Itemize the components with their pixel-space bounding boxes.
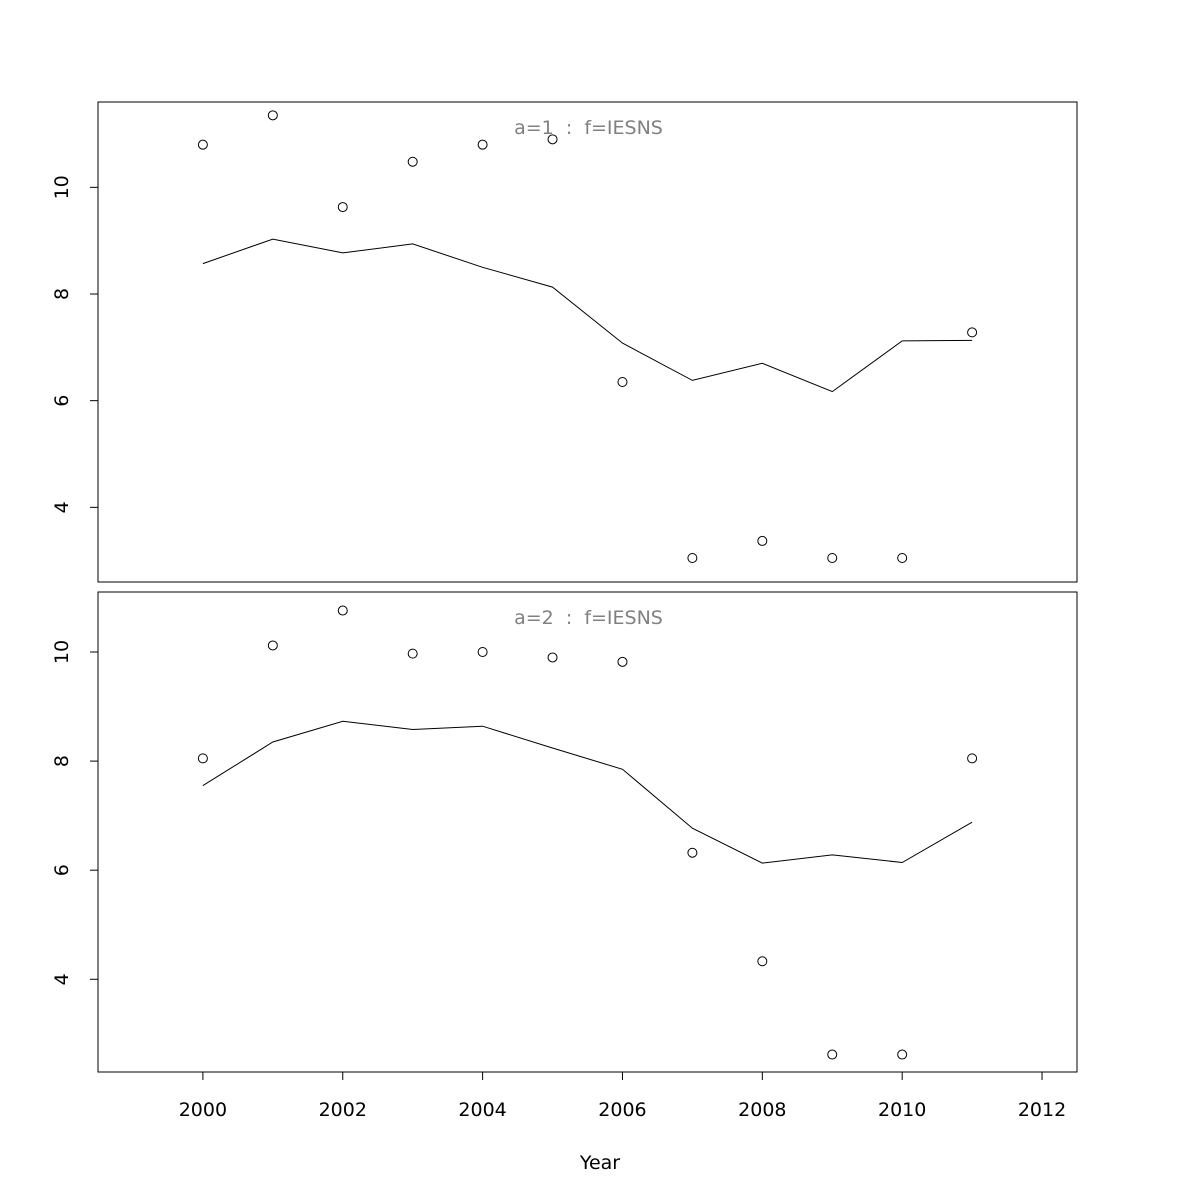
panel-top-fit-line: [202, 238, 973, 393]
panel-bottom: a=2 : f=IESNS 4 6 8 10: [51, 591, 1078, 1073]
data-point: [197, 753, 208, 764]
x-tick-label: 2012: [1018, 1099, 1066, 1121]
data-point: [757, 956, 768, 967]
data-point: [407, 648, 418, 659]
y-tick-label: 10: [51, 175, 73, 199]
y-tick-label: 6: [51, 395, 73, 407]
data-point: [687, 847, 698, 858]
x-axis: 2000 2002 2004 2006 2008 2010 2012: [179, 1071, 1066, 1121]
y-tick-label: 10: [51, 640, 73, 664]
y-tick-label: 8: [51, 288, 73, 300]
data-point: [757, 535, 768, 546]
fit-line-path: [202, 238, 973, 393]
data-point: [827, 1049, 838, 1060]
y-tick-label: 8: [51, 755, 73, 767]
x-axis-label: Year: [579, 1152, 620, 1174]
x-tick-label: 2000: [179, 1099, 227, 1121]
panel-top-title: a=1 : f=IESNS: [514, 117, 663, 139]
data-point: [477, 139, 488, 150]
data-point: [617, 377, 628, 387]
y-tick-label: 4: [51, 973, 73, 985]
data-point: [267, 110, 278, 121]
data-point: [967, 753, 978, 764]
data-point: [477, 647, 488, 657]
panel-bottom-title: a=2 : f=IESNS: [514, 607, 663, 629]
data-point: [897, 1049, 908, 1060]
data-point: [547, 652, 558, 663]
panel-top-observed-points: [197, 110, 978, 563]
data-point: [617, 656, 628, 667]
y-tick-label: 4: [51, 501, 73, 513]
panel-top-y-axis: 4 6 8 10: [51, 175, 99, 513]
data-point: [897, 553, 908, 563]
x-tick-label: 2008: [738, 1099, 786, 1121]
data-point: [547, 134, 558, 145]
data-point: [827, 553, 838, 563]
y-tick-label: 6: [51, 864, 73, 876]
x-tick-label: 2010: [878, 1099, 926, 1121]
x-tick-label: 2004: [458, 1099, 506, 1121]
data-point: [337, 202, 348, 213]
data-point: [407, 156, 418, 167]
x-tick-label: 2006: [598, 1099, 646, 1121]
data-point: [967, 327, 978, 338]
panel-top: a=1 : f=IESNS 4 6 8 10: [51, 101, 1078, 583]
panel-bottom-fit-line: [202, 720, 973, 864]
panel-bottom-y-axis: 4 6 8 10: [51, 640, 99, 985]
data-point: [197, 139, 208, 150]
x-tick-label: 2002: [319, 1099, 367, 1121]
panel-bottom-observed-points: [197, 605, 978, 1060]
fit-line-path: [202, 720, 973, 864]
data-point: [337, 605, 348, 616]
data-point: [687, 553, 698, 563]
data-point: [267, 640, 278, 651]
